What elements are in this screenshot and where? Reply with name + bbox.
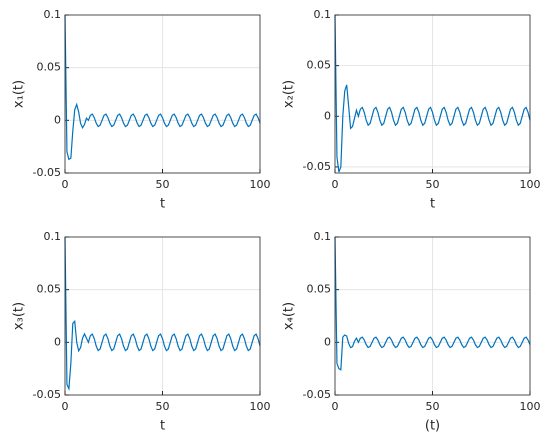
x-tick-label: 50 — [426, 178, 440, 191]
x-tick-label: 0 — [332, 400, 339, 413]
y-tick-label: -0.05 — [303, 160, 331, 173]
data-line — [334, 14, 531, 173]
y-axis-label: x₁(t) — [12, 80, 27, 108]
y-tick-label: 0.1 — [44, 230, 62, 243]
x-axis-label: (t) — [425, 419, 440, 434]
data-line — [64, 14, 261, 161]
x-tick-label: 100 — [250, 400, 271, 413]
x-tick-label: 50 — [156, 178, 170, 191]
y-tick-label: 0.05 — [307, 283, 332, 296]
y-tick-label: -0.05 — [33, 166, 61, 179]
x-axis-label: t — [160, 197, 165, 212]
data-line — [64, 236, 261, 392]
y-axis-label: x₃(t) — [12, 302, 27, 330]
x-axis-label: t — [430, 197, 435, 212]
data-line — [334, 236, 531, 371]
x-axis-label: t — [160, 419, 165, 434]
y-tick-label: 0 — [54, 113, 61, 126]
x-tick-label: 0 — [62, 178, 69, 191]
x-tick-label: 50 — [156, 400, 170, 413]
y-tick-label: -0.05 — [303, 388, 331, 401]
x-tick-label: 100 — [520, 178, 541, 191]
x-tick-label: 50 — [426, 400, 440, 413]
y-axis-label: x₄(t) — [282, 302, 297, 330]
y-tick-label: 0 — [324, 109, 331, 122]
y-tick-label: -0.05 — [33, 388, 61, 401]
y-tick-label: 0.05 — [37, 61, 62, 74]
y-tick-label: 0 — [324, 335, 331, 348]
y-tick-label: 0.05 — [307, 59, 332, 72]
axes-box — [334, 236, 531, 396]
y-axis-label: x₂(t) — [282, 80, 297, 108]
x-tick-label: 100 — [520, 400, 541, 413]
x-tick-label: 0 — [62, 400, 69, 413]
y-tick-label: 0 — [54, 335, 61, 348]
x-tick-label: 100 — [250, 178, 271, 191]
y-tick-label: 0.05 — [37, 283, 62, 296]
y-tick-label: 0.1 — [314, 230, 332, 243]
x-tick-label: 0 — [332, 178, 339, 191]
axes-box — [64, 236, 261, 396]
axes-box — [64, 14, 261, 174]
axes-box — [334, 14, 531, 174]
y-tick-label: 0.1 — [314, 8, 332, 21]
y-tick-label: 0.1 — [44, 8, 62, 21]
